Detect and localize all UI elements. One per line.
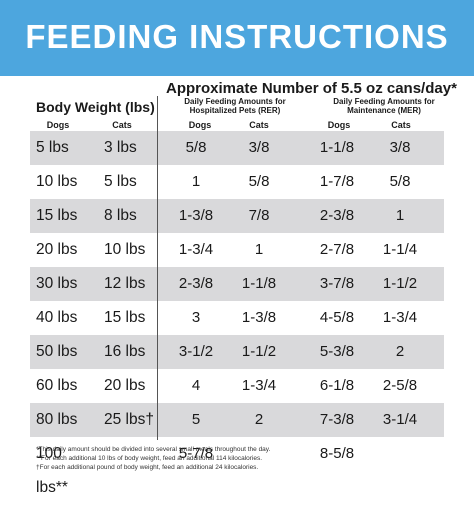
col-rer-dogs-heading: Dogs — [188, 120, 212, 130]
cat-weight-cell: 10 lbs — [104, 241, 146, 258]
mer-dogs-cell: 3-7/8 — [319, 275, 355, 292]
mer-dogs-cell: 6-1/8 — [319, 377, 355, 394]
col-dogs-weight-heading: Dogs — [46, 120, 70, 130]
mer-cats-cell: 5/8 — [389, 173, 411, 190]
mer-dogs-cell: 7-3/8 — [319, 411, 355, 428]
rer-dogs-cell: 3-1/2 — [178, 343, 214, 360]
table-row: 10 lbs 5 lbs 1 5/8 1-7/8 5/8 — [30, 165, 444, 199]
rer-cats-cell: 1-3/4 — [241, 377, 277, 394]
mer-heading-line2: Maintenance (MER) — [347, 106, 421, 115]
rer-dogs-cell: 5-7/8 — [178, 445, 214, 462]
mer-cats-cell — [372, 437, 428, 471]
cat-weight-cell: 20 lbs — [104, 377, 146, 394]
mer-dogs-cell: 1-7/8 — [319, 173, 355, 190]
mer-heading-line1: Daily Feeding Amounts for — [333, 97, 435, 106]
mer-dogs-cell: 2-7/8 — [319, 241, 355, 258]
rer-heading-line1: Daily Feeding Amounts for — [184, 97, 286, 106]
mer-group-heading: Daily Feeding Amounts for Maintenance (M… — [312, 97, 456, 115]
rer-group-heading: Daily Feeding Amounts for Hospitalized P… — [163, 97, 307, 115]
mer-dogs-cell: 4-5/8 — [319, 309, 355, 326]
col-rer-cats-heading: Cats — [249, 120, 269, 130]
table-row: 80 lbs 25 lbs† 5 2 7-3/8 3-1/4 — [30, 403, 444, 437]
title-banner: FEEDING INSTRUCTIONS — [0, 0, 474, 76]
footnote-3: †For each additional pound of body weigh… — [36, 464, 259, 471]
dog-weight-cell: 80 lbs — [36, 411, 78, 428]
dog-weight-cell: 20 lbs — [36, 241, 78, 258]
dog-weight-cell: 15 lbs — [36, 207, 78, 224]
table-row: 20 lbs 10 lbs 1-3/4 1 2-7/8 1-1/4 — [30, 233, 444, 267]
rer-dogs-cell: 2-3/8 — [178, 275, 214, 292]
col-mer-cats-heading: Cats — [391, 120, 411, 130]
rer-cats-cell: 2 — [254, 411, 264, 428]
mer-cats-cell: 1-1/4 — [382, 241, 418, 258]
approx-heading: Approximate Number of 5.5 oz cans/day* — [166, 80, 457, 97]
mer-cats-cell: 2 — [395, 343, 405, 360]
table-row: 5 lbs 3 lbs 5/8 3/8 1-1/8 3/8 — [30, 131, 444, 165]
rer-dogs-cell: 5 — [191, 411, 201, 428]
mer-cats-cell: 1-1/2 — [382, 275, 418, 292]
mer-dogs-cell: 5-3/8 — [319, 343, 355, 360]
rer-dogs-cell: 4 — [191, 377, 201, 394]
cat-weight-cell: 15 lbs — [104, 309, 146, 326]
rer-dogs-cell: 1-3/8 — [178, 207, 214, 224]
rer-dogs-cell: 5/8 — [185, 139, 207, 156]
rer-cats-cell: 1 — [254, 241, 264, 258]
cat-weight-cell: 25 lbs† — [104, 411, 154, 428]
rer-cats-cell: 7/8 — [248, 207, 270, 224]
mer-cats-cell: 3/8 — [389, 139, 411, 156]
mer-cats-cell: 3-1/4 — [382, 411, 418, 428]
col-mer-dogs-heading: Dogs — [327, 120, 351, 130]
rer-heading-line2: Hospitalized Pets (RER) — [189, 106, 281, 115]
rer-cats-cell: 1-3/8 — [241, 309, 277, 326]
cat-weight-cell: 3 lbs — [104, 139, 137, 156]
col-cats-weight-heading: Cats — [112, 120, 132, 130]
table-row: 60 lbs 20 lbs 4 1-3/4 6-1/8 2-5/8 — [30, 369, 444, 403]
dog-weight-cell: 30 lbs — [36, 275, 78, 292]
dog-weight-cell: 5 lbs — [36, 139, 69, 156]
rer-dogs-cell: 1 — [191, 173, 201, 190]
page-title: FEEDING INSTRUCTIONS — [25, 18, 449, 55]
table-row: 40 lbs 15 lbs 3 1-3/8 4-5/8 1-3/4 — [30, 301, 444, 335]
cat-weight-cell: 8 lbs — [104, 207, 137, 224]
rer-cats-cell: 3/8 — [248, 139, 270, 156]
mer-dogs-cell: 1-1/8 — [319, 139, 355, 156]
mer-cats-cell: 2-5/8 — [382, 377, 418, 394]
footnote-1: *This daily amount should be divided int… — [36, 446, 271, 453]
dog-weight-cell: 40 lbs — [36, 309, 78, 326]
table-row: 30 lbs 12 lbs 2-3/8 1-1/8 3-7/8 1-1/2 — [30, 267, 444, 301]
rer-cats-cell: 5/8 — [248, 173, 270, 190]
table-row: 50 lbs 16 lbs 3-1/2 1-1/2 5-3/8 2 — [30, 335, 444, 369]
cat-weight-cell: 12 lbs — [104, 275, 146, 292]
cat-weight-cell: 5 lbs — [104, 173, 137, 190]
rer-dogs-cell: 3 — [191, 309, 201, 326]
column-divider — [157, 96, 158, 440]
cat-weight-cell: 16 lbs — [104, 343, 146, 360]
table-row: 15 lbs 8 lbs 1-3/8 7/8 2-3/8 1 — [30, 199, 444, 233]
body-weight-heading: Body Weight (lbs) — [36, 99, 155, 115]
footnote-2: **For each additional 10 lbs of body wei… — [36, 455, 263, 462]
rer-cats-cell: 1-1/8 — [241, 275, 277, 292]
mer-cats-cell: 1 — [395, 207, 405, 224]
mer-cats-cell: 1-3/4 — [382, 309, 418, 326]
dog-weight-cell: 60 lbs — [36, 377, 78, 394]
dog-weight-cell: 10 lbs — [36, 173, 78, 190]
dog-weight-cell: 50 lbs — [36, 343, 78, 360]
mer-dogs-cell: 2-3/8 — [319, 207, 355, 224]
rer-cats-cell: 1-1/2 — [241, 343, 277, 360]
rer-dogs-cell: 1-3/4 — [178, 241, 214, 258]
mer-dogs-cell: 8-5/8 — [319, 445, 355, 462]
